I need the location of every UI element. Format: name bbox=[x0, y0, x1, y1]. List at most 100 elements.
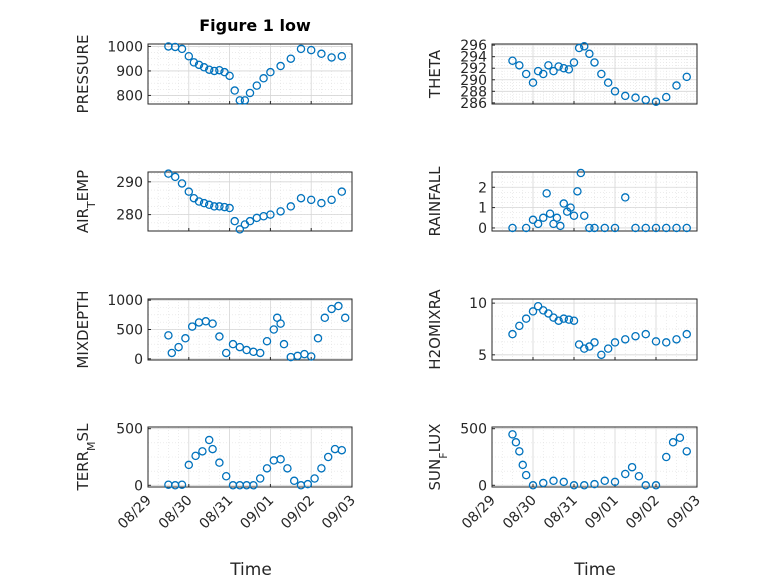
data-point bbox=[508, 223, 517, 233]
data-point bbox=[528, 78, 538, 87]
axes-box bbox=[147, 171, 353, 232]
data-point bbox=[177, 179, 187, 188]
panel-row3-right: 5 10 H2OMIXRA bbox=[426, 289, 698, 370]
data-point bbox=[306, 45, 316, 55]
plot-area bbox=[148, 172, 352, 231]
data-point bbox=[194, 197, 204, 206]
y-tick-label: 500 bbox=[116, 323, 143, 339]
data-point bbox=[262, 464, 272, 473]
data-point bbox=[240, 96, 250, 105]
data-point bbox=[515, 321, 524, 331]
panel-top-left: 800 900 1000 PRESSURE bbox=[74, 35, 353, 113]
data-point bbox=[198, 447, 207, 456]
x-tick-label: 09/01 bbox=[237, 493, 277, 533]
data-point bbox=[539, 213, 548, 223]
data-point bbox=[521, 470, 531, 480]
x-tick-label: 08/29 bbox=[459, 493, 499, 533]
y-tick-label: 1 bbox=[478, 201, 487, 217]
data-point bbox=[569, 58, 579, 67]
data-point bbox=[542, 189, 551, 198]
data-point bbox=[600, 223, 610, 233]
y-axis-label-main: TERR bbox=[74, 451, 92, 492]
data-point bbox=[662, 338, 671, 347]
panel-row2-right: 0 1 2 RAINFALL bbox=[426, 166, 698, 237]
y-tick-label: 288 bbox=[460, 84, 487, 100]
data-point bbox=[310, 474, 319, 483]
data-point bbox=[682, 329, 692, 339]
data-point bbox=[662, 452, 671, 462]
y-tick-label: 5 bbox=[478, 348, 487, 364]
data-point bbox=[627, 462, 637, 472]
data-point bbox=[569, 211, 579, 220]
data-point bbox=[323, 452, 333, 462]
x-axis-label-right: Time bbox=[573, 560, 616, 580]
data-point bbox=[672, 223, 681, 233]
data-point bbox=[296, 193, 306, 203]
data-point bbox=[590, 338, 599, 347]
data-point bbox=[177, 44, 187, 54]
data-point bbox=[528, 307, 538, 316]
data-point bbox=[184, 51, 194, 61]
data-point bbox=[508, 329, 517, 339]
data-point bbox=[199, 63, 209, 72]
y-axis-label: SUNFLUX bbox=[426, 424, 450, 491]
data-point bbox=[641, 95, 651, 105]
data-point bbox=[621, 469, 630, 479]
data-point bbox=[662, 223, 671, 233]
data-point bbox=[533, 219, 543, 229]
data-point bbox=[170, 172, 180, 182]
y-tick-label: 290 bbox=[116, 175, 143, 191]
data-point bbox=[221, 348, 231, 358]
data-point bbox=[320, 313, 330, 323]
data-point bbox=[228, 339, 238, 349]
data-point bbox=[511, 438, 521, 447]
x-tick-label: 08/30 bbox=[500, 493, 540, 533]
data-point bbox=[580, 481, 589, 490]
data-point bbox=[508, 56, 517, 65]
y-tick-label: 1000 bbox=[107, 39, 143, 55]
y-axis-label: MIXDEPTH bbox=[74, 290, 92, 368]
data-point bbox=[651, 97, 661, 106]
data-point bbox=[515, 447, 524, 456]
data-point bbox=[590, 223, 599, 233]
data-point bbox=[576, 168, 586, 178]
data-point bbox=[651, 337, 661, 346]
data-point bbox=[518, 460, 528, 470]
data-point bbox=[269, 325, 279, 334]
y-tick-label: 0 bbox=[478, 221, 487, 237]
y-axis-label-tail: EMP bbox=[74, 170, 92, 201]
plot-area bbox=[492, 172, 697, 231]
y-axis-label: RAINFALL bbox=[426, 166, 444, 237]
data-point bbox=[544, 309, 553, 318]
data-point bbox=[286, 54, 296, 63]
data-point bbox=[235, 225, 245, 234]
data-point bbox=[564, 65, 574, 74]
data-point bbox=[225, 203, 234, 213]
y-axis-label-main: AIR bbox=[74, 208, 92, 233]
data-point bbox=[651, 223, 661, 233]
data-point bbox=[317, 198, 326, 208]
data-point bbox=[259, 74, 268, 83]
data-point bbox=[276, 455, 285, 464]
data-point bbox=[631, 223, 640, 233]
data-point bbox=[215, 202, 224, 211]
data-point bbox=[631, 331, 640, 341]
data-point bbox=[682, 223, 692, 233]
data-point bbox=[651, 481, 661, 490]
data-point bbox=[164, 331, 173, 340]
data-point bbox=[286, 202, 296, 211]
y-tick-label: 0 bbox=[134, 478, 143, 494]
data-point bbox=[181, 334, 190, 343]
data-point bbox=[580, 42, 589, 51]
data-point bbox=[559, 63, 569, 73]
data-point bbox=[590, 479, 599, 489]
data-point bbox=[580, 211, 589, 220]
data-point bbox=[580, 344, 589, 353]
data-point bbox=[672, 81, 681, 90]
data-point bbox=[621, 193, 630, 202]
data-point bbox=[187, 322, 197, 331]
x-tick-label: 08/29 bbox=[115, 493, 155, 533]
data-point bbox=[631, 93, 640, 102]
data-point bbox=[235, 96, 245, 105]
